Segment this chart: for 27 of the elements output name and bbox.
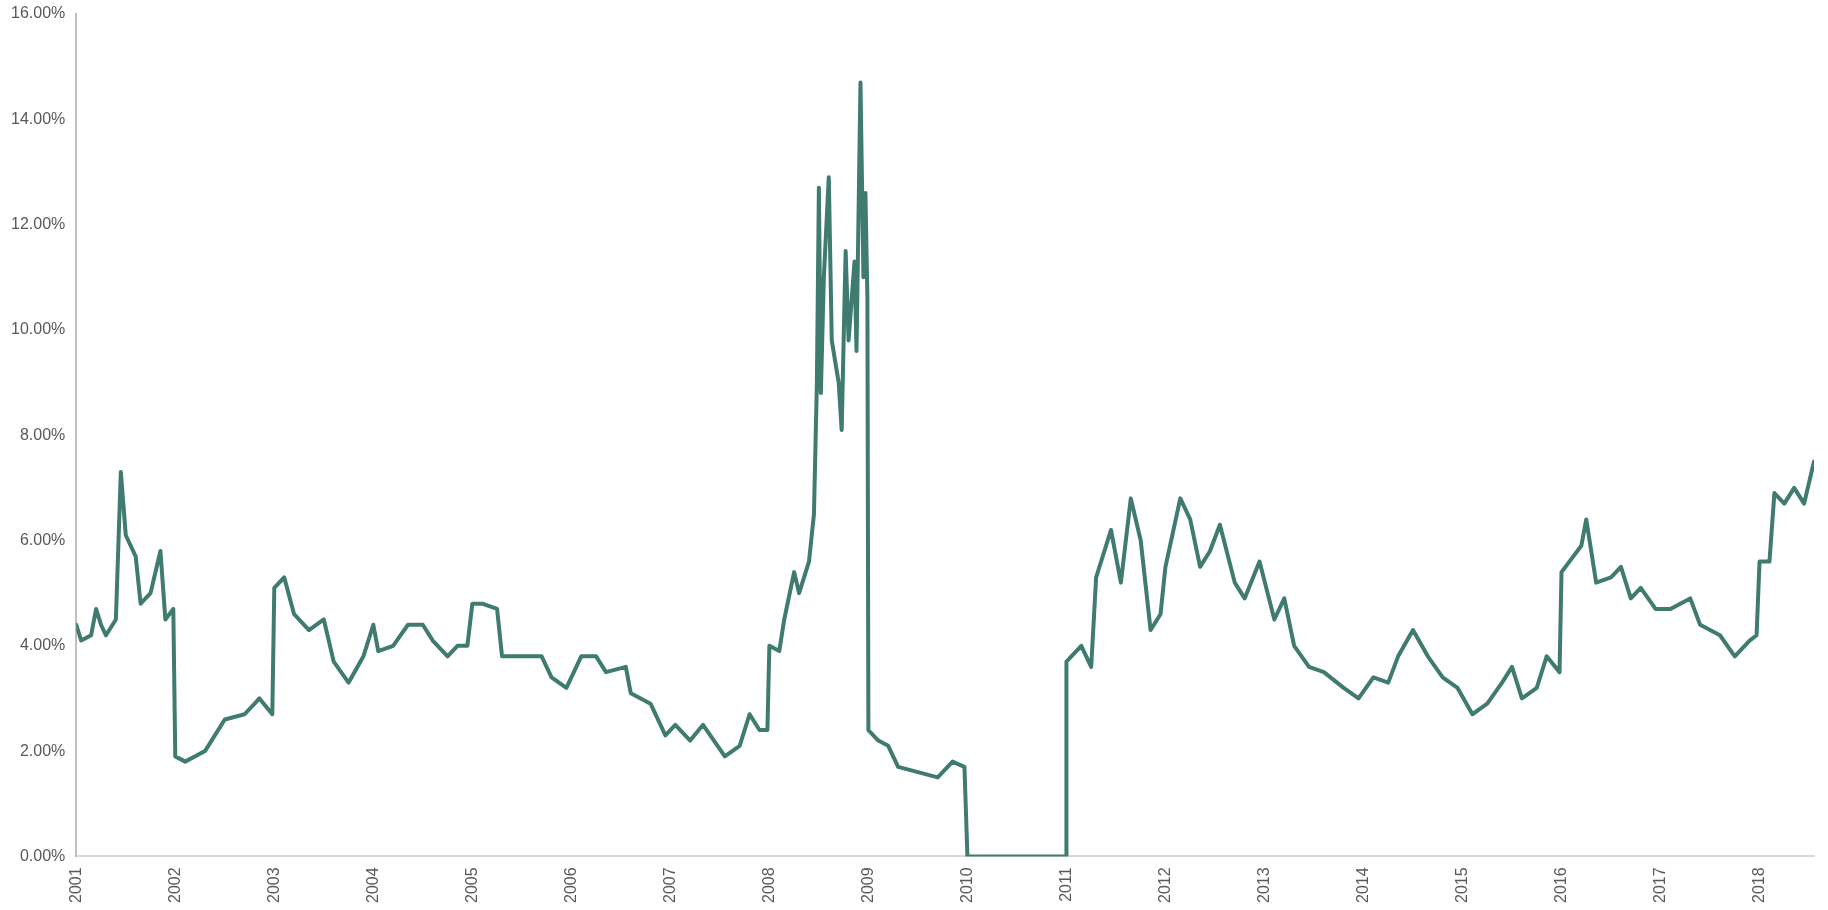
y-tick-label: 14.00% — [11, 109, 66, 127]
y-tick-label: 16.00% — [11, 4, 66, 22]
x-tick-label: 2015 — [1452, 867, 1470, 903]
x-tick-label: 2017 — [1650, 867, 1668, 903]
x-tick-label: 2014 — [1353, 867, 1371, 903]
y-tick-label: 0.00% — [19, 846, 66, 864]
y-tick-label: 2.00% — [19, 741, 66, 759]
x-tick-label: 2006 — [561, 867, 579, 903]
x-tick-label: 2001 — [66, 867, 84, 903]
x-tick-label: 2010 — [957, 867, 975, 903]
x-tick-label: 2018 — [1749, 867, 1767, 903]
y-tick-label: 4.00% — [19, 636, 66, 654]
x-tick-label: 2009 — [858, 867, 876, 903]
x-tick-label: 2004 — [363, 867, 381, 903]
x-tick-label: 2008 — [759, 867, 777, 903]
x-tick-label: 2003 — [264, 867, 282, 903]
x-tick-label: 2007 — [660, 867, 678, 903]
y-tick-label: 12.00% — [11, 215, 66, 233]
x-tick-label: 2012 — [1155, 867, 1173, 903]
x-tick-label: 2005 — [462, 867, 480, 903]
x-tick-label: 2013 — [1254, 867, 1272, 903]
y-tick-label: 6.00% — [19, 530, 66, 548]
x-tick-label: 2002 — [165, 867, 183, 903]
y-tick-label: 10.00% — [11, 320, 66, 338]
x-tick-label: 2011 — [1056, 867, 1074, 902]
x-tick-label: 2016 — [1551, 867, 1569, 903]
y-tick-label: 8.00% — [19, 425, 66, 443]
